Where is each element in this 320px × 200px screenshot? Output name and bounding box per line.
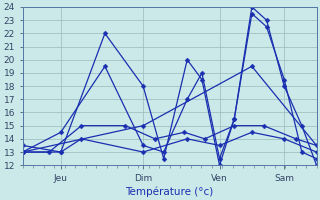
X-axis label: Température (°c): Température (°c) [125, 186, 214, 197]
